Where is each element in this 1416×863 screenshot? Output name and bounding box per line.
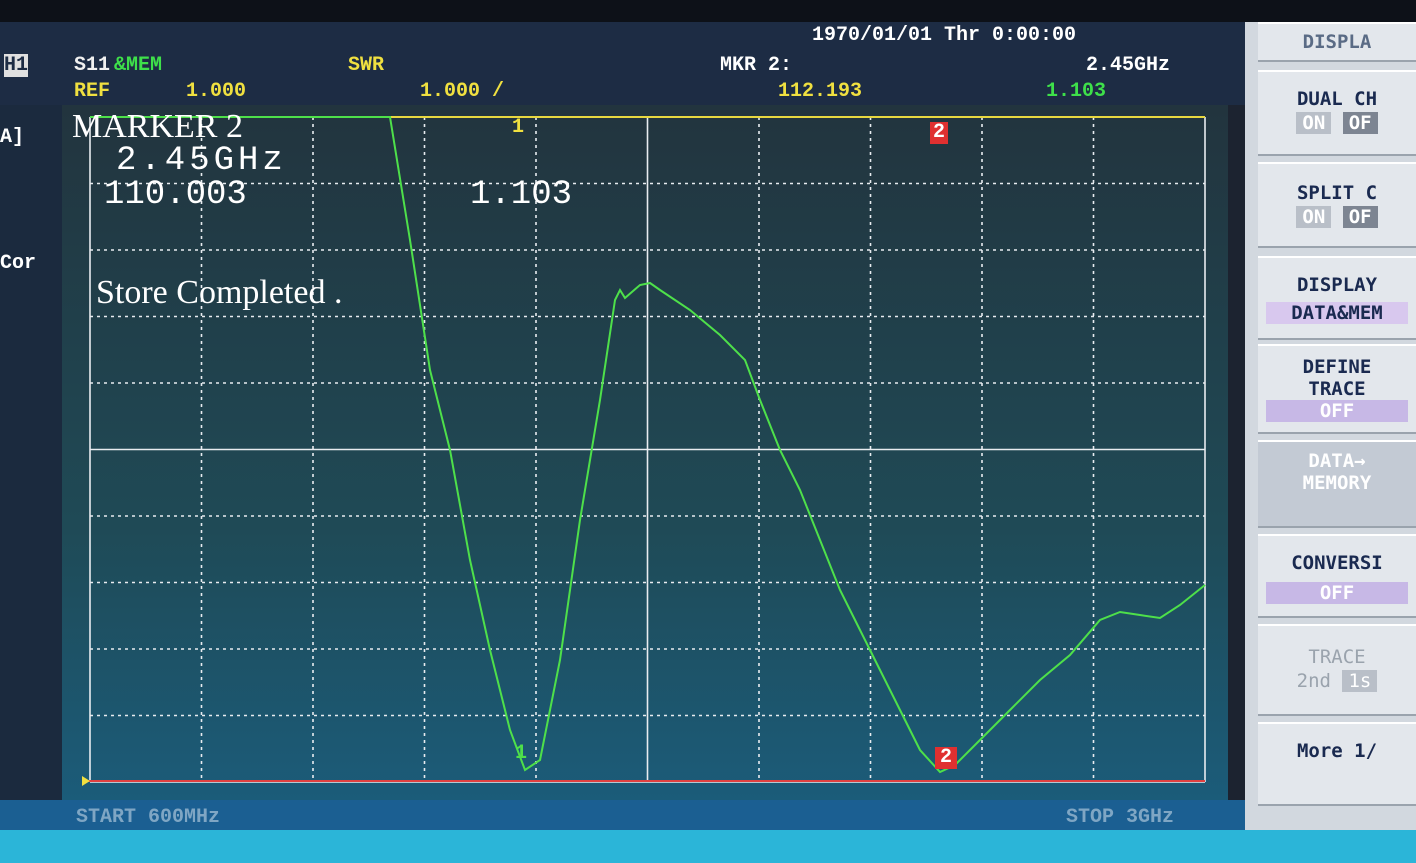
label: TRACE <box>1258 378 1416 400</box>
marker-data-large: 110.003 <box>104 176 247 214</box>
label: DISPLAY <box>1258 274 1416 296</box>
option: ON <box>1296 112 1331 134</box>
instrument-screen: 1970/01/01 Thr 0:00:00 H1 S11 &MEM SWR M… <box>0 0 1416 863</box>
softkey-title: DISPLA <box>1258 22 1416 62</box>
marker-freq-large: 2.45GHz <box>116 142 287 180</box>
message: Store Completed . <box>96 274 342 312</box>
label: DATA→ <box>1258 450 1416 472</box>
softkey-data-memory[interactable]: DATA→MEMORY <box>1258 440 1416 528</box>
label: MEMORY <box>1258 472 1416 494</box>
label: DUAL CH <box>1258 88 1416 110</box>
marker-title: MARKER 2 <box>72 108 243 146</box>
marker-2-top: 2 <box>933 121 945 144</box>
softkey-display[interactable]: DISPLAY DATA&MEM <box>1258 256 1416 340</box>
softkey-conversion[interactable]: CONVERSI OFF <box>1258 534 1416 618</box>
label: DEFINE <box>1258 356 1416 378</box>
start-freq: START 600MHz <box>76 806 220 829</box>
option: OF <box>1343 112 1378 134</box>
option: OF <box>1343 206 1378 228</box>
option: 1s <box>1342 670 1377 692</box>
label: More 1/ <box>1258 740 1416 762</box>
label: TRACE <box>1258 646 1416 668</box>
marker-mem-large: 1.103 <box>470 176 572 214</box>
softkey-title-text: DISPLA <box>1303 31 1372 53</box>
value: DATA&MEM <box>1266 302 1408 324</box>
softkey-more[interactable]: More 1/ <box>1258 722 1416 806</box>
option: 2nd <box>1297 670 1331 692</box>
marker-1-top: 1 <box>512 116 524 139</box>
marker-1: 1 <box>515 742 527 765</box>
option: ON <box>1296 206 1331 228</box>
value: OFF <box>1266 582 1408 604</box>
label: SPLIT C <box>1258 182 1416 204</box>
marker-2: 2 <box>940 746 952 769</box>
start-arrow <box>82 776 90 786</box>
label: CONVERSI <box>1258 552 1416 574</box>
stop-freq: STOP 3GHz <box>1066 806 1174 829</box>
value: OFF <box>1266 400 1408 422</box>
